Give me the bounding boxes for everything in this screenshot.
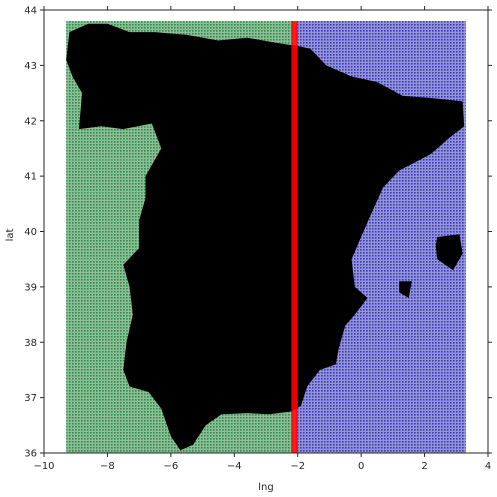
y-tick-label: 37 <box>24 393 37 404</box>
y-tick-label: 43 <box>24 61 37 72</box>
axes: −10 −8 −6 −4 −2 0 2 4 36 37 38 39 40 41 42 43 44 <box>24 6 492 472</box>
y-tick-label: 41 <box>24 172 37 183</box>
x-tick-label: −8 <box>100 461 115 472</box>
y-tick-label: 44 <box>24 6 37 17</box>
y-tick-label: 40 <box>24 227 37 238</box>
x-tick-label: −10 <box>33 461 54 472</box>
y-tick-label: 39 <box>24 282 37 293</box>
y-tick-label: 36 <box>24 449 37 460</box>
y-tick-label: 42 <box>24 116 37 127</box>
x-tick-label: 4 <box>485 461 491 472</box>
plot-area <box>44 10 488 453</box>
x-axis-label: lng <box>258 482 273 493</box>
x-tick-label: −6 <box>163 461 178 472</box>
x-tick-label: 2 <box>421 461 427 472</box>
landmass-points <box>66 23 465 451</box>
x-tick-label: 0 <box>358 461 364 472</box>
x-tick-label: −2 <box>290 461 305 472</box>
island-points-0 <box>435 234 463 271</box>
y-axis-label: lat <box>5 229 16 242</box>
divide-line-points <box>291 21 298 453</box>
x-tick-label: −4 <box>227 461 242 472</box>
island-points-1 <box>399 281 412 298</box>
y-tick-label: 38 <box>24 338 37 349</box>
